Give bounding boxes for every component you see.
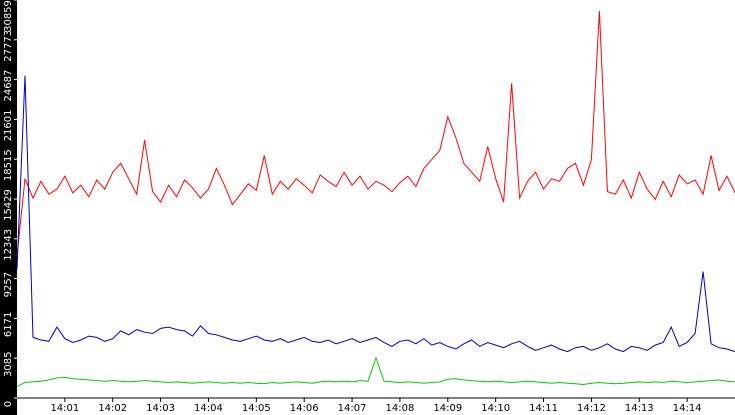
x-tick-label: 14:01 xyxy=(50,403,79,414)
y-tick-label: 0 xyxy=(3,401,14,407)
x-tick-label: 14:08 xyxy=(386,403,415,414)
y-tick-label: 24687 xyxy=(3,70,14,102)
y-tick-label: 30859 xyxy=(3,0,14,32)
x-tick-label: 14:07 xyxy=(338,403,367,414)
y-axis-strip xyxy=(0,0,17,415)
x-tick-label: 14:09 xyxy=(433,403,462,414)
x-tick-label: 14:03 xyxy=(146,403,175,414)
x-tick-label: 14:10 xyxy=(481,403,510,414)
x-tick-label: 14:05 xyxy=(242,403,271,414)
y-tick-label: 27773 xyxy=(3,30,14,62)
line-series xyxy=(16,11,735,257)
line-series xyxy=(16,75,735,353)
line-series xyxy=(16,356,735,387)
x-tick-label: 14:02 xyxy=(98,403,127,414)
x-tick-label: 14:13 xyxy=(625,403,654,414)
y-tick-label: 15429 xyxy=(3,189,14,221)
y-tick-label: 12343 xyxy=(3,229,14,261)
y-tick-label: 6171 xyxy=(3,312,14,337)
y-tick-label: 21601 xyxy=(3,109,14,141)
x-tick-label: 14:04 xyxy=(194,403,223,414)
x-tick-label: 14:14 xyxy=(673,403,702,414)
y-tick-label: 18515 xyxy=(3,149,14,181)
y-tick-label: 9257 xyxy=(3,272,14,297)
x-tick-label: 14:06 xyxy=(290,403,319,414)
x-tick-label: 14:12 xyxy=(577,403,606,414)
y-tick-label: 3085 xyxy=(3,351,14,376)
x-tick-label: 14:11 xyxy=(529,403,558,414)
